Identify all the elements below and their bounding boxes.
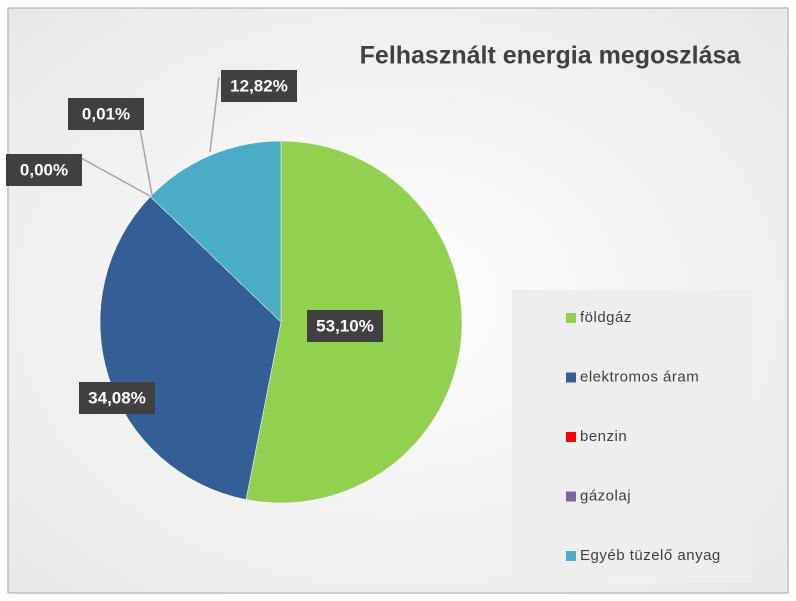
legend-swatch (566, 491, 576, 502)
label-box (79, 382, 155, 414)
data-label: 0,00% (20, 160, 68, 179)
legend-label: földgáz (580, 309, 632, 326)
leader-line (80, 157, 151, 197)
pie-slice (99, 196, 282, 500)
data-label: 53,10% (316, 316, 374, 335)
legend-swatch (566, 432, 576, 442)
data-label: 12,82% (230, 76, 288, 95)
chart-title: Felhasznált energia megoszlása (360, 42, 742, 70)
legend-label: gázolaj (580, 487, 631, 504)
legend-swatch (566, 551, 576, 561)
legend-label: benzin (580, 428, 627, 445)
pie-slice (150, 140, 282, 323)
legend-swatch (566, 313, 576, 323)
leader-line (209, 76, 220, 153)
leader-line (139, 128, 153, 196)
legend-label: elektromos áram (580, 368, 699, 385)
label-box (6, 154, 82, 186)
label-box (221, 70, 297, 102)
label-box (307, 310, 383, 342)
legend-box (512, 290, 752, 582)
legend-label: Egyéb tüzelő anyag (580, 547, 721, 564)
label-box (68, 98, 144, 130)
data-label: 34,08% (88, 388, 146, 407)
legend-swatch (566, 372, 576, 383)
data-label: 0,01% (82, 104, 130, 123)
